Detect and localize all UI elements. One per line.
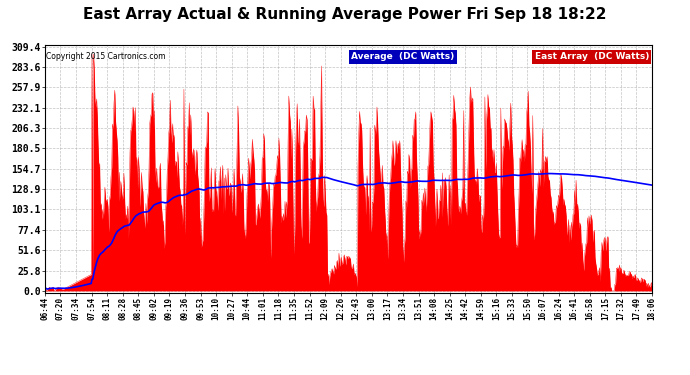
Text: East Array Actual & Running Average Power Fri Sep 18 18:22: East Array Actual & Running Average Powe…	[83, 8, 607, 22]
Text: Average  (DC Watts): Average (DC Watts)	[351, 53, 455, 62]
Text: Copyright 2015 Cartronics.com: Copyright 2015 Cartronics.com	[46, 53, 166, 62]
Text: East Array  (DC Watts): East Array (DC Watts)	[535, 53, 649, 62]
